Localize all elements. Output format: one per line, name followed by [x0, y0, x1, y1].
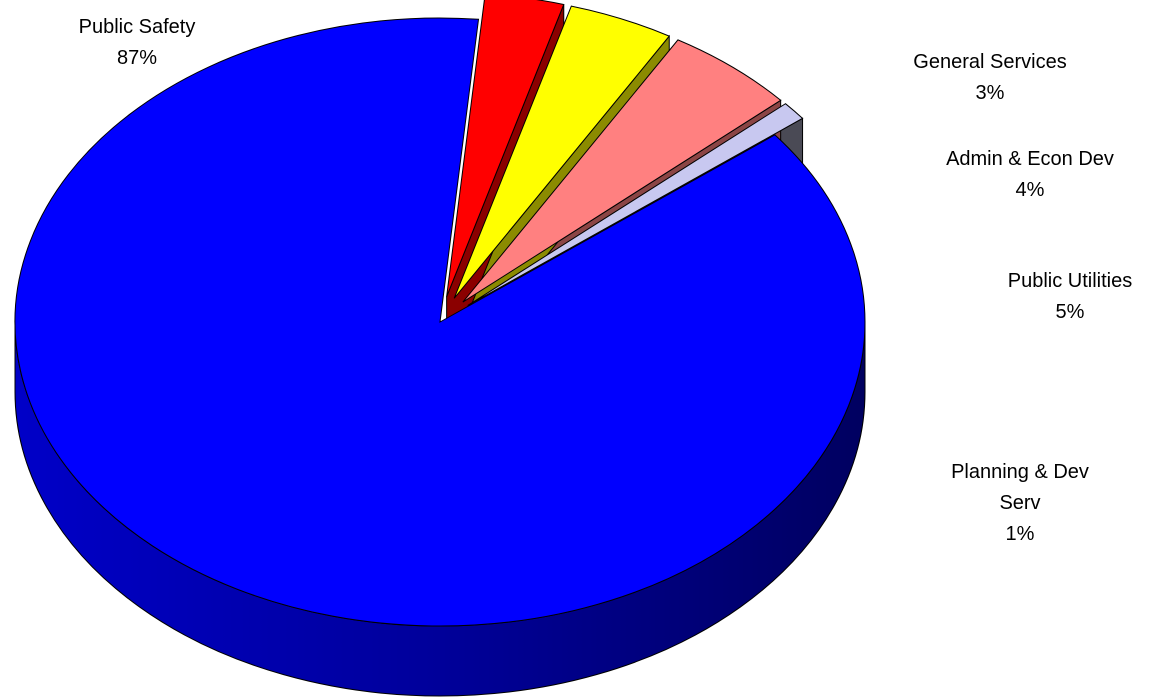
slice-percent: 87% [117, 47, 157, 69]
slice-label: Public Utilities 5% [1008, 270, 1132, 323]
slice-name: Planning & Dev [951, 461, 1089, 483]
slice-name: Admin & Econ Dev [946, 148, 1114, 170]
pie-slice-general-services [446, 0, 565, 297]
pie-tops [14, 0, 866, 627]
pie-labels: Public Safety 87% General Services 3% Admin … [79, 16, 1133, 545]
slice-percent: 1% [1006, 523, 1035, 545]
pie-slice-planning-dev-serv [467, 103, 804, 306]
pie-slice-admin-econ-dev [453, 5, 671, 299]
slice-percent: 5% [1056, 301, 1085, 323]
slice-name: Serv [999, 492, 1040, 514]
slice-percent: 3% [976, 82, 1005, 104]
slice-label: Planning & Dev Serv 1% [951, 461, 1089, 545]
pie-slice-public-utilities [462, 39, 782, 303]
pie-slice-public-safety [14, 17, 866, 627]
slice-label: Public Safety 87% [79, 16, 196, 69]
slice-label: Admin & Econ Dev 4% [946, 148, 1114, 201]
slice-name: Public Safety [79, 16, 196, 38]
slice-label: General Services 3% [913, 51, 1066, 104]
slice-name: Public Utilities [1008, 270, 1132, 292]
slice-name: General Services [913, 51, 1066, 73]
slice-percent: 4% [1016, 179, 1045, 201]
